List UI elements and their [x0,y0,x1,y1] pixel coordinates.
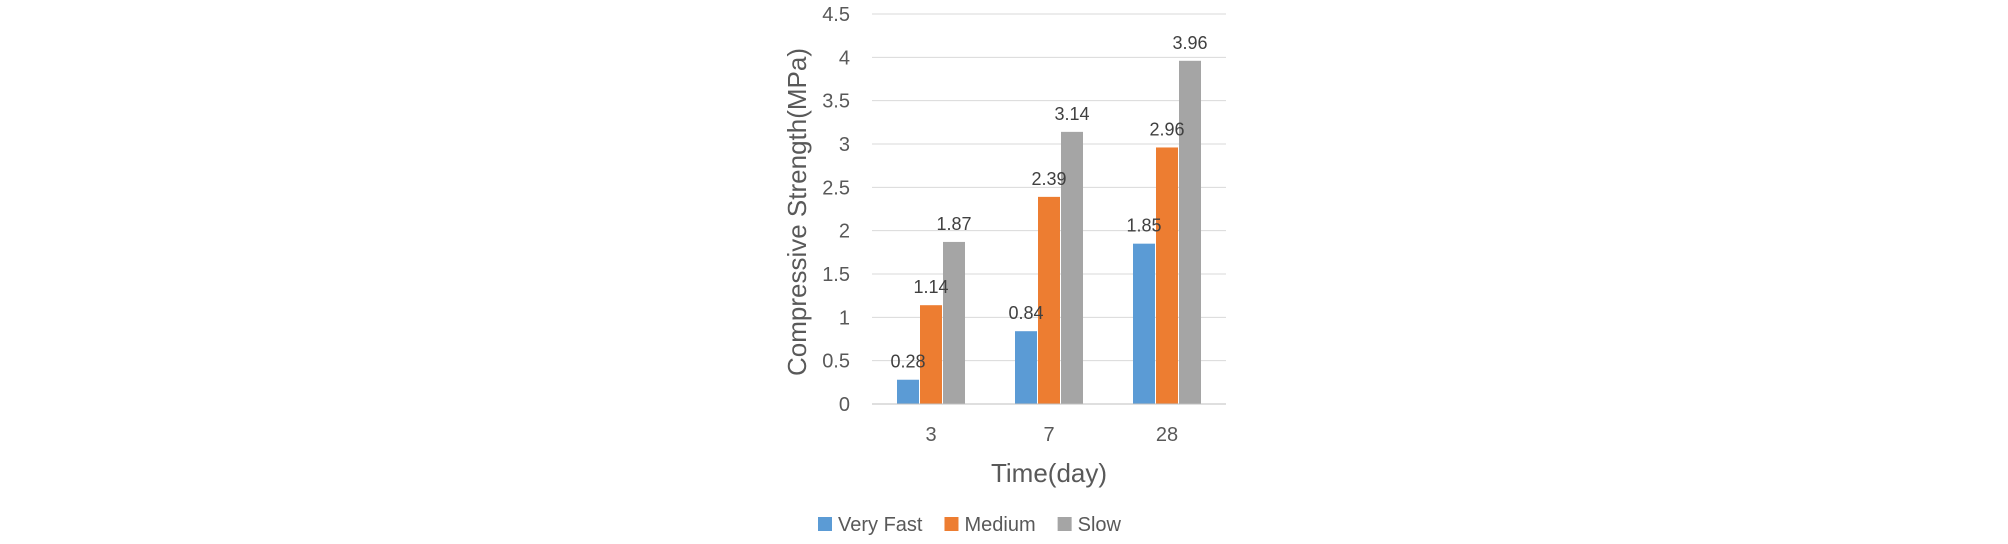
bar [1015,331,1037,404]
x-tick-label: 7 [1043,424,1054,446]
bar [1179,60,1201,405]
bar [920,305,942,404]
x-axis-title: Time(day) [991,458,1107,488]
data-label: 0.84 [1008,303,1043,323]
y-tick-label: 3.5 [822,91,850,113]
x-tick-label: 3 [925,424,936,446]
legend-label: Very Fast [838,514,923,536]
bar [1038,196,1060,404]
y-axis-ticks: 0 0.5 1 1.5 2 2.5 3 3.5 4 4.5 [822,4,850,416]
y-tick-label: 3 [839,134,850,156]
x-axis-ticks: 3 7 28 [925,424,1178,446]
legend-label: Slow [1078,514,1122,536]
legend: Very Fast Medium Slow [818,514,1122,536]
legend-item: Medium [944,514,1036,536]
bar [943,241,965,404]
bar [1061,131,1083,404]
data-label: 1.87 [936,214,971,234]
x-tick-label: 28 [1156,424,1178,446]
data-label: 2.96 [1149,119,1184,139]
data-label: 3.14 [1054,104,1089,124]
y-tick-label: 4.5 [822,4,850,26]
data-label: 1.85 [1126,216,1161,236]
y-tick-label: 2.5 [822,177,850,199]
legend-label: Medium [964,514,1035,536]
y-axis-title: Compressive Strength(MPa) [782,48,812,376]
y-tick-label: 4 [839,47,850,69]
bar [897,379,919,404]
bars [897,60,1201,405]
bar [1156,147,1178,404]
y-tick-label: 2 [839,221,850,243]
y-tick-label: 0 [839,394,850,416]
legend-swatch [818,517,832,531]
legend-swatch [1057,517,1072,531]
legend-item: Slow [1057,514,1122,536]
bar [1133,243,1155,404]
legend-item: Very Fast [818,514,923,536]
data-label: 0.28 [890,352,925,372]
data-label: 1.14 [913,277,948,297]
y-tick-label: 1 [839,307,850,329]
legend-swatch [944,517,959,531]
data-label: 2.39 [1031,169,1066,189]
y-tick-label: 1.5 [822,264,850,286]
y-tick-label: 0.5 [822,351,850,373]
data-label: 3.96 [1172,33,1207,53]
data-labels: 0.28 1.14 1.87 0.84 2.39 3.14 1.85 2.96 3.96 [890,33,1207,372]
